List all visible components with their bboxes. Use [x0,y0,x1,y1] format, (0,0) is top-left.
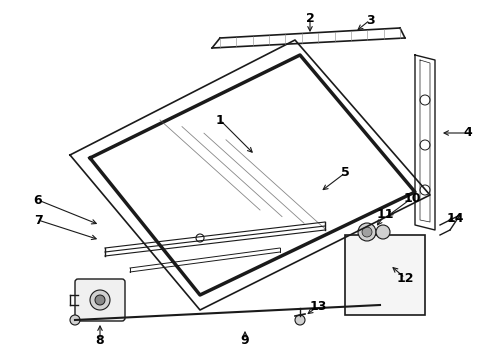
Text: 5: 5 [341,166,349,180]
Text: 14: 14 [446,211,464,225]
Text: 11: 11 [376,208,394,221]
Text: 10: 10 [403,192,421,204]
Text: 9: 9 [241,333,249,346]
Text: 7: 7 [34,213,42,226]
Circle shape [375,300,385,310]
Text: 2: 2 [306,12,315,24]
Text: 12: 12 [396,271,414,284]
Circle shape [196,234,204,242]
Circle shape [420,185,430,195]
Text: 4: 4 [464,126,472,139]
Text: 8: 8 [96,333,104,346]
Circle shape [90,290,110,310]
Circle shape [95,295,105,305]
Circle shape [376,225,390,239]
Circle shape [362,227,372,237]
Circle shape [70,315,80,325]
Circle shape [295,315,305,325]
Circle shape [420,95,430,105]
Circle shape [420,140,430,150]
FancyBboxPatch shape [345,235,425,315]
FancyBboxPatch shape [75,279,125,321]
Text: 13: 13 [309,300,327,312]
Text: 6: 6 [34,194,42,207]
Text: 1: 1 [216,113,224,126]
Text: 3: 3 [366,13,374,27]
Circle shape [358,223,376,241]
